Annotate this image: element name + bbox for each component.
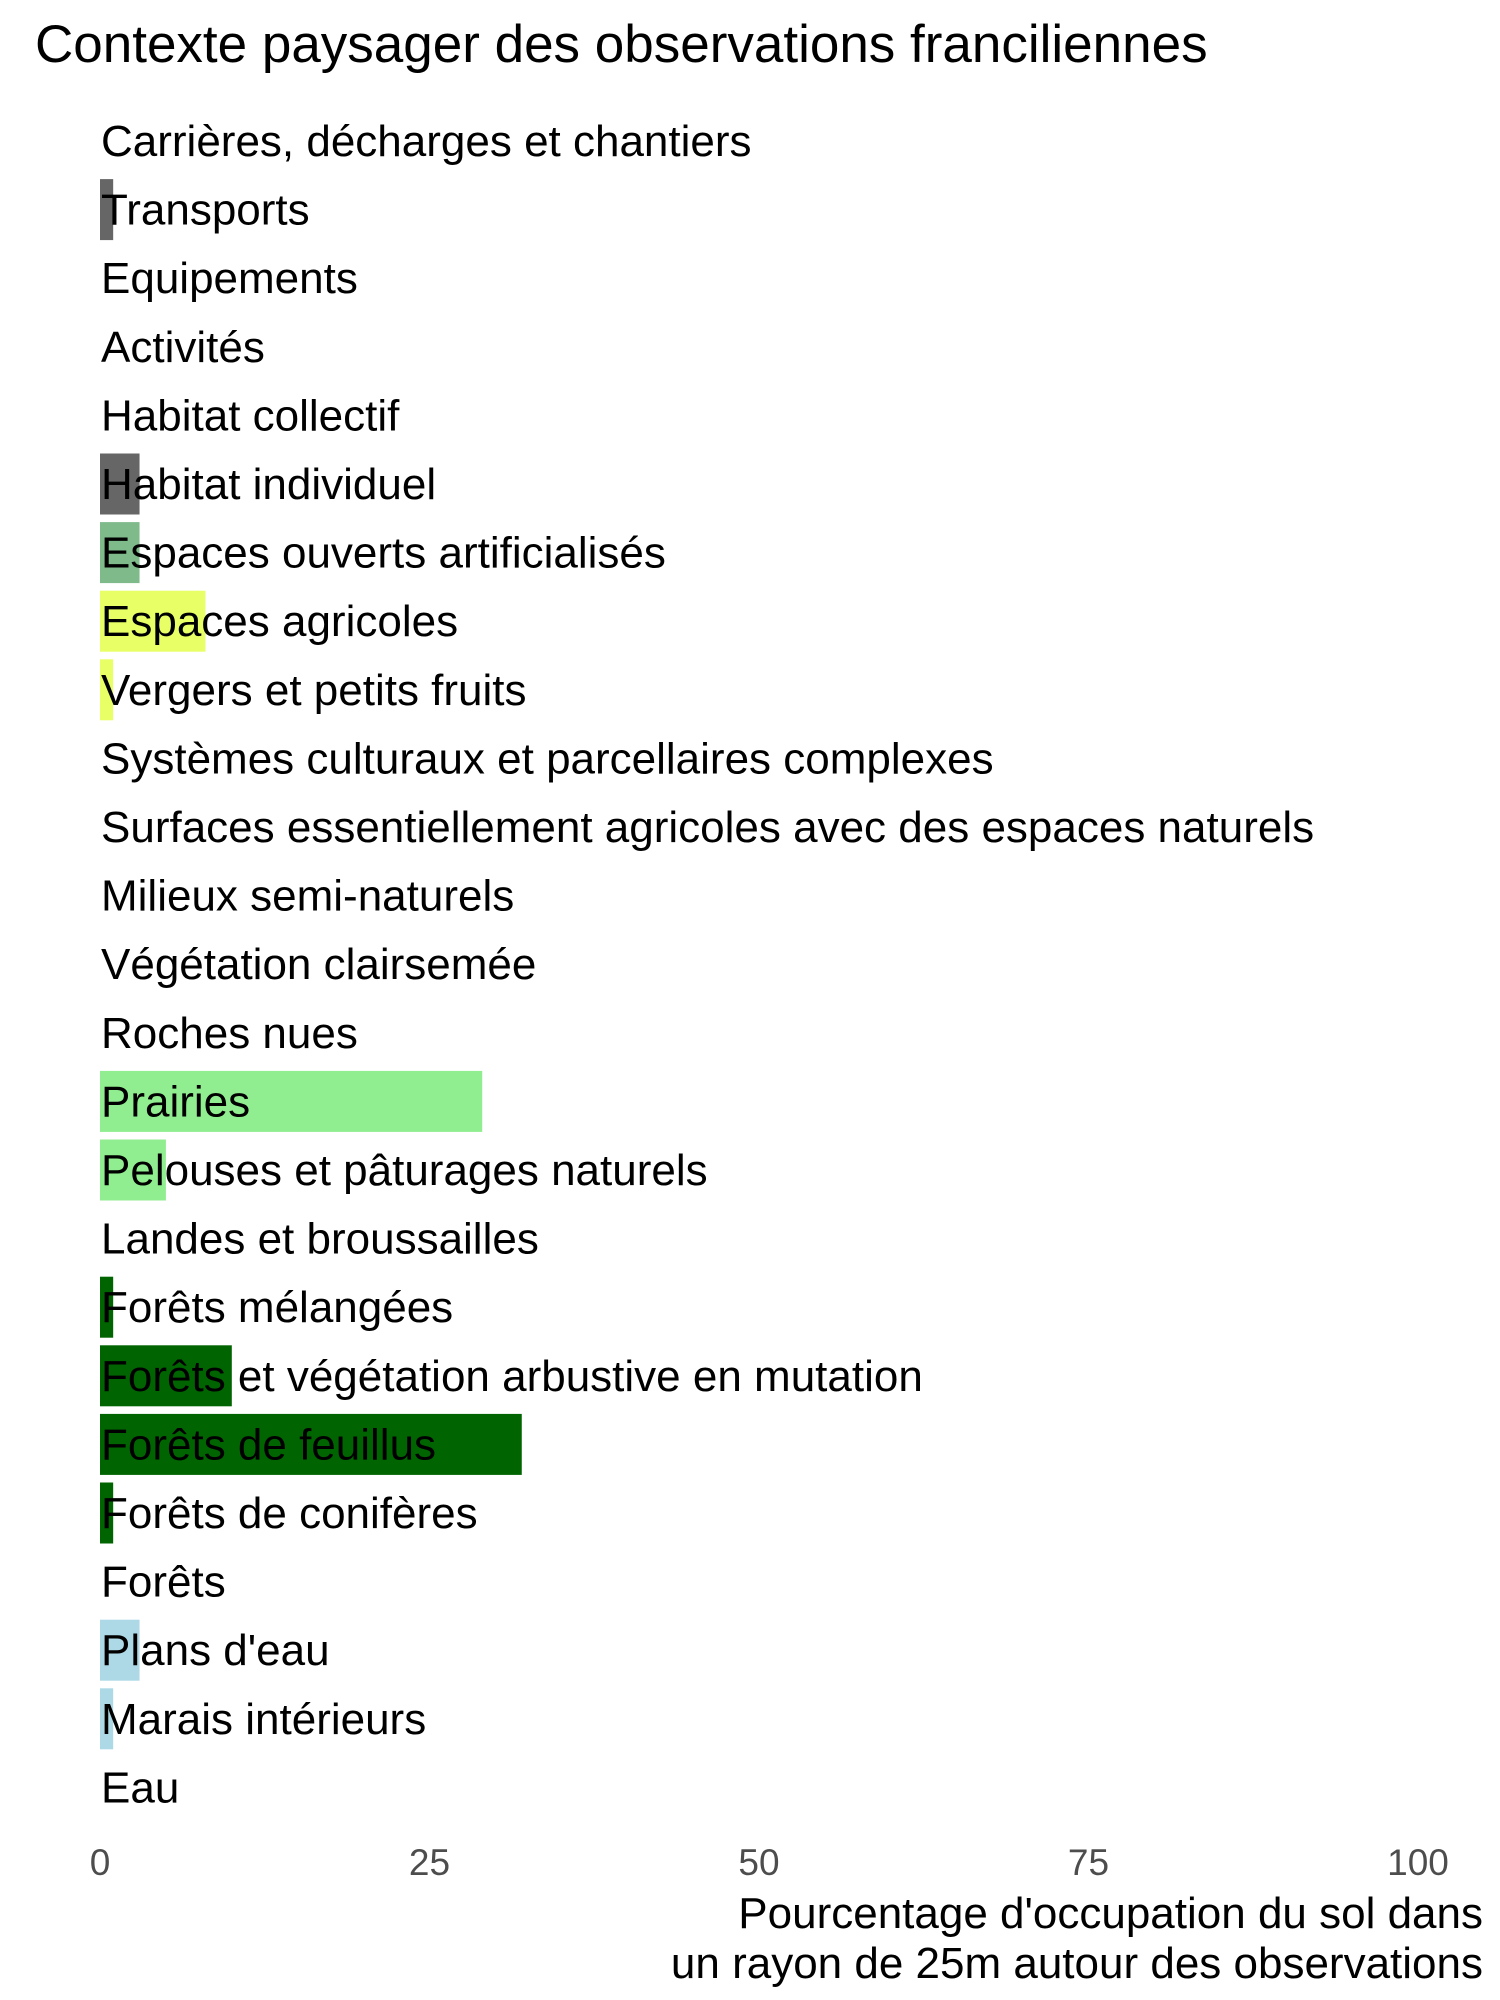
bar bbox=[100, 1413, 522, 1475]
bar bbox=[100, 1139, 166, 1201]
x-tick-label: 0 bbox=[90, 1842, 111, 1883]
x-tick-label: 100 bbox=[1387, 1842, 1449, 1883]
category-label: Pelouses et pâturages naturels bbox=[101, 1146, 708, 1195]
x-tick-label: 75 bbox=[1068, 1842, 1109, 1883]
category-label: Eau bbox=[101, 1763, 179, 1812]
bar bbox=[100, 1688, 114, 1750]
category-label: Transports bbox=[101, 186, 310, 235]
bar bbox=[100, 453, 140, 515]
category-label: Activités bbox=[101, 323, 265, 372]
bar bbox=[100, 1482, 114, 1544]
bar bbox=[100, 179, 114, 241]
category-label: Prairies bbox=[101, 1077, 250, 1126]
category-label: Forêts et végétation arbustive en mutati… bbox=[101, 1352, 923, 1401]
category-label: Forêts de conifères bbox=[101, 1489, 478, 1538]
category-label: Plans d'eau bbox=[101, 1626, 330, 1675]
category-label: Milieux semi-naturels bbox=[101, 872, 514, 921]
category-label: Habitat collectif bbox=[101, 391, 400, 440]
category-label: Espaces ouverts artificialisés bbox=[101, 529, 666, 578]
category-label: Végétation clairsemée bbox=[101, 940, 536, 989]
category-label: Carrières, décharges et chantiers bbox=[101, 117, 752, 166]
category-label: Surfaces essentiellement agricoles avec … bbox=[101, 803, 1314, 852]
category-label: Marais intérieurs bbox=[101, 1695, 426, 1744]
x-axis-title-line-2: un rayon de 25m autour des observations bbox=[671, 1939, 1483, 1988]
category-label: Systèmes culturaux et parcellaires compl… bbox=[101, 734, 994, 783]
bar bbox=[100, 522, 140, 584]
category-label: Forêts de feuillus bbox=[101, 1420, 436, 1469]
x-axis-title-line-1: Pourcentage d'occupation du sol dans bbox=[738, 1889, 1483, 1938]
chart-title: Contexte paysager des observations franc… bbox=[35, 15, 1208, 74]
x-tick-label: 25 bbox=[409, 1842, 450, 1883]
category-label: Equipements bbox=[101, 254, 358, 303]
bar bbox=[100, 1619, 140, 1681]
category-label: Vergers et petits fruits bbox=[101, 666, 527, 715]
x-tick-label: 50 bbox=[738, 1842, 779, 1883]
category-label: Espaces agricoles bbox=[101, 597, 458, 646]
bar bbox=[100, 1070, 483, 1132]
category-label: Landes et broussailles bbox=[101, 1215, 539, 1264]
bar bbox=[100, 1345, 232, 1407]
bar bbox=[100, 659, 114, 721]
bar bbox=[100, 1276, 114, 1338]
category-label: Roches nues bbox=[101, 1009, 358, 1058]
category-label: Forêts bbox=[101, 1558, 226, 1607]
category-label: Forêts mélangées bbox=[101, 1283, 453, 1332]
bar bbox=[100, 590, 206, 652]
category-label: Habitat individuel bbox=[101, 460, 436, 509]
